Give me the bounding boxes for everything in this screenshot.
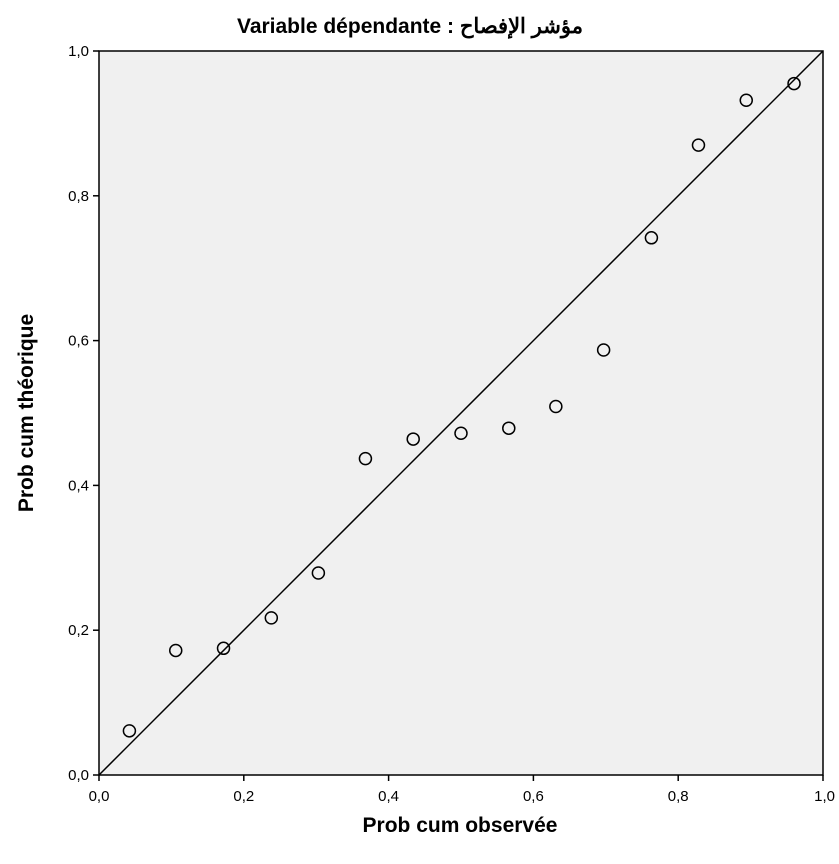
data-point <box>264 611 279 625</box>
data-point <box>216 641 231 656</box>
y-tick-label: 0,2 <box>68 622 89 639</box>
x-tick-label: 1,0 <box>814 788 835 805</box>
x-axis: 0,0 0,2 0,4 0,6 0,8 1,0 <box>89 775 835 805</box>
data-point <box>406 432 420 446</box>
data-point <box>502 421 516 435</box>
y-axis: 0,0 0,2 0,4 0,6 0,8 1,0 <box>68 43 99 784</box>
y-tick-label: 0,6 <box>68 333 89 350</box>
reference-line-group <box>98 50 824 776</box>
x-tick-label: 0,0 <box>89 788 110 805</box>
data-point <box>739 93 754 107</box>
y-axis-label: Prob cum théorique <box>15 314 38 512</box>
data-point <box>168 643 183 658</box>
x-tick-label: 0,4 <box>378 788 399 805</box>
data-point <box>596 343 611 357</box>
chart-title: Variable dépendante : مؤشر الإفصاح <box>237 15 583 39</box>
data-point <box>311 566 326 580</box>
data-point <box>691 138 706 152</box>
reference-line <box>98 50 824 776</box>
data-point <box>787 76 801 91</box>
y-tick-label: 0,4 <box>68 477 89 494</box>
data-point <box>644 231 659 245</box>
y-tick-label: 0,8 <box>68 188 89 205</box>
x-tick-label: 0,8 <box>668 788 689 805</box>
data-point <box>358 451 373 466</box>
data-point <box>549 399 563 414</box>
x-tick-label: 0,6 <box>523 788 544 805</box>
data-points <box>122 76 801 738</box>
data-point <box>454 426 468 441</box>
data-point <box>122 724 137 738</box>
y-tick-label: 0,0 <box>68 767 89 784</box>
y-tick-label: 1,0 <box>68 43 89 60</box>
x-tick-label: 0,2 <box>233 788 254 805</box>
x-axis-label: Prob cum observée <box>363 814 558 837</box>
